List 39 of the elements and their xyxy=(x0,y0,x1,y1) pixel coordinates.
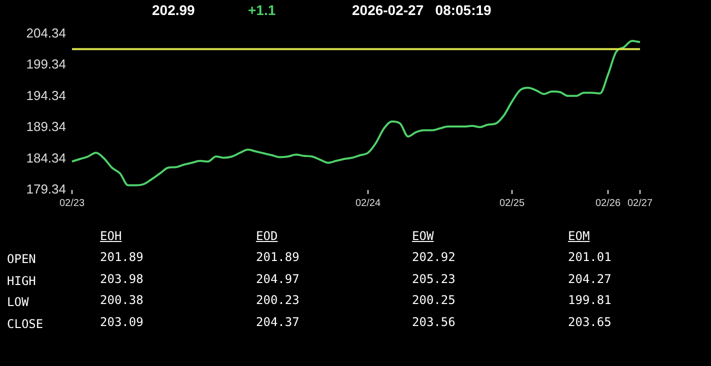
line-series xyxy=(71,40,641,186)
x-tick-label: 02/25 xyxy=(499,198,525,209)
x-tick-label: 02/26 xyxy=(595,198,621,209)
data-label: 203.65 xyxy=(568,314,612,328)
x-tick-label: EOW xyxy=(412,229,434,243)
y-tick-label: OPEN xyxy=(7,252,36,266)
y-tick-label: CLOSE xyxy=(7,316,44,330)
data-label: 203.09 xyxy=(100,314,144,328)
x-tick-label: EOH xyxy=(100,229,122,243)
data-label: 200.25 xyxy=(412,293,456,307)
x-tick-label: 02/23 xyxy=(59,198,85,209)
y-tick-label: 199.34 xyxy=(26,56,66,72)
y-tick-label: 189.34 xyxy=(26,119,66,134)
x-tick-label: 02/27 xyxy=(627,198,653,209)
data-label: 205.23 xyxy=(412,272,456,286)
x-tick-label: EOM xyxy=(568,229,590,243)
text: 202.99 xyxy=(152,2,195,18)
y-tick-label: LOW xyxy=(7,295,29,309)
x-tick-label: 02/24 xyxy=(355,198,381,209)
data-label: 203.56 xyxy=(412,314,456,328)
y-tick-label: 204.34 xyxy=(26,25,66,40)
data-label: 204.27 xyxy=(568,272,612,286)
data-label: 202.92 xyxy=(412,250,456,264)
data-label: 200.23 xyxy=(256,293,300,307)
y-tick-label: 179.34 xyxy=(26,182,66,197)
data-label: 201.89 xyxy=(100,250,144,264)
data-label: 203.98 xyxy=(100,272,144,286)
y-tick-label: 184.34 xyxy=(26,150,66,166)
text: 2026-02-27 08:05:19 xyxy=(352,2,492,18)
data-label: 204.37 xyxy=(256,314,300,328)
y-tick-label: 194.34 xyxy=(26,88,66,103)
text: +1.1 xyxy=(248,2,276,18)
y-tick-label: HIGH xyxy=(7,274,36,288)
data-label: 201.89 xyxy=(256,250,300,264)
x-tick-label: EOD xyxy=(256,229,278,243)
data-label: 200.38 xyxy=(100,293,144,307)
data-label: 204.97 xyxy=(256,272,300,286)
data-label: 201.01 xyxy=(568,250,612,264)
data-label: 199.81 xyxy=(568,293,612,307)
